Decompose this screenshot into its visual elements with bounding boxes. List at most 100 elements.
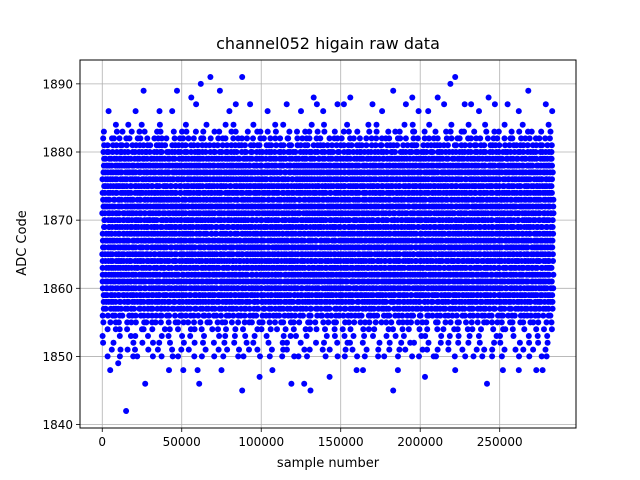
data-point [275, 189, 282, 196]
data-point [109, 149, 116, 155]
data-point [462, 312, 468, 319]
data-point [307, 326, 313, 333]
data-point [408, 244, 415, 251]
data-point [544, 142, 551, 149]
data-point [306, 135, 313, 142]
data-point [222, 135, 229, 142]
data-point [185, 319, 192, 326]
data-point [203, 230, 210, 237]
data-point [363, 142, 370, 149]
data-point [448, 121, 455, 128]
data-point [491, 305, 498, 312]
data-point [467, 149, 474, 155]
data-point [358, 142, 365, 149]
data-point [342, 305, 349, 312]
data-point [374, 312, 381, 319]
data-point [302, 128, 309, 135]
data-point [423, 319, 430, 326]
data-point [226, 312, 233, 319]
data-point [383, 298, 390, 305]
data-point [101, 224, 108, 230]
data-point [277, 278, 284, 285]
data-point [482, 149, 489, 155]
data-point [548, 264, 555, 271]
data-point [549, 237, 556, 244]
data-point [171, 135, 178, 142]
data-point [200, 128, 207, 135]
data-point [348, 142, 355, 149]
data-point [307, 319, 314, 326]
data-point [508, 305, 514, 312]
data-point [308, 305, 314, 312]
data-point [413, 230, 420, 237]
data-point [213, 278, 220, 285]
data-point [453, 312, 460, 319]
data-point [258, 162, 265, 169]
data-point [340, 128, 347, 135]
data-point [179, 128, 185, 135]
data-point [351, 319, 358, 326]
data-point [222, 121, 229, 128]
data-point [198, 353, 205, 360]
data-point [266, 312, 273, 319]
data-point [191, 353, 198, 360]
data-point [190, 312, 197, 319]
data-point [138, 121, 145, 128]
data-point [449, 312, 456, 319]
data-point [303, 155, 310, 162]
data-point [549, 292, 556, 299]
data-point [132, 312, 139, 319]
data-point [548, 183, 555, 190]
data-point [173, 189, 179, 196]
data-point [396, 251, 403, 258]
data-point [445, 298, 452, 305]
data-point [386, 135, 393, 142]
data-point [362, 319, 369, 326]
data-point [527, 176, 534, 183]
data-point [124, 319, 131, 326]
data-point [498, 319, 505, 326]
data-point [545, 305, 552, 312]
data-point [312, 319, 319, 326]
data-point [447, 128, 454, 135]
data-point [394, 142, 401, 149]
data-point [233, 149, 240, 155]
data-point [116, 135, 123, 142]
data-point [423, 149, 430, 155]
data-point [232, 326, 239, 333]
data-point [519, 121, 526, 128]
data-point [549, 162, 555, 169]
data-point [218, 149, 225, 155]
data-point [429, 312, 436, 319]
data-point [170, 128, 177, 135]
data-point [214, 142, 221, 149]
data-point [461, 128, 467, 135]
data-point [163, 135, 170, 142]
data-point [299, 285, 306, 292]
data-point [253, 312, 260, 319]
data-point [244, 271, 251, 278]
data-point [234, 230, 241, 237]
data-point [158, 149, 165, 155]
data-point [539, 224, 546, 230]
data-point [219, 142, 226, 149]
data-point [346, 217, 353, 224]
data-point [250, 121, 257, 128]
data-point [491, 264, 498, 271]
data-point [468, 135, 474, 142]
data-point [411, 128, 418, 135]
data-point [491, 292, 498, 299]
data-point [128, 128, 135, 135]
data-point [536, 210, 543, 217]
data-point [206, 142, 213, 149]
data-point [175, 326, 181, 333]
data-point [137, 135, 144, 142]
data-point [263, 176, 270, 183]
data-point [180, 319, 187, 326]
data-point [456, 135, 463, 142]
data-point [356, 135, 363, 142]
data-point [296, 210, 303, 217]
data-point [445, 312, 452, 319]
data-point [483, 128, 490, 135]
data-point [156, 183, 163, 190]
